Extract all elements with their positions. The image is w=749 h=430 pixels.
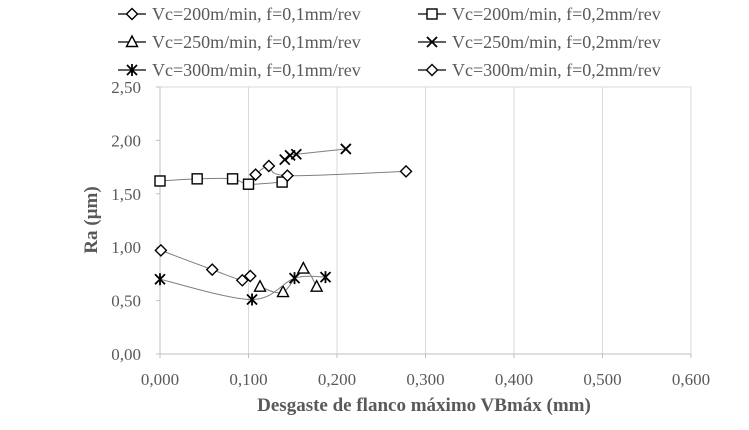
legend-label: Vc=250m/min, f=0,1mm/rev	[152, 32, 361, 52]
chart-series	[154, 143, 413, 306]
x-tick-label: 0,400	[495, 370, 533, 389]
legend-label: Vc=250m/min, f=0,2mm/rev	[452, 32, 661, 52]
data-point	[154, 175, 166, 187]
legend-item: Vc=250m/min, f=0,1mm/rev	[118, 32, 361, 52]
data-point	[242, 178, 255, 190]
data-point	[253, 279, 267, 292]
x-tick-label: 0,500	[583, 370, 621, 389]
data-point	[309, 279, 324, 292]
y-axis-label: Ra (µm)	[81, 186, 102, 253]
y-tick-label: 2,50	[111, 78, 141, 97]
legend-marker	[426, 36, 438, 48]
x-tick-label: 0,000	[141, 370, 179, 389]
chart-axes: 0,00 0,50 1,00 1,50 2,00 2,50 0,000 0,100 0,200 0…	[111, 78, 710, 389]
legend-item: Vc=250m/min, f=0,2mm/rev	[418, 32, 661, 52]
legend-item: Vc=300m/min, f=0,1mm/rev	[118, 60, 361, 80]
data-point	[288, 272, 301, 285]
series-line	[160, 249, 251, 281]
data-point	[226, 173, 239, 185]
chart-legend: Vc=200m/min, f=0,1mm/rev Vc=200m/min, f=0…	[118, 4, 661, 80]
legend-item: Vc=200m/min, f=0,1mm/rev	[118, 4, 361, 24]
y-tick-label: 0,00	[111, 345, 141, 364]
series-1	[154, 243, 257, 287]
legend-label: Vc=300m/min, f=0,1mm/rev	[152, 60, 361, 80]
data-point	[262, 159, 276, 173]
legend-label: Vc=300m/min, f=0,2mm/rev	[452, 60, 661, 80]
y-tick-label: 2,00	[111, 131, 141, 150]
legend-marker	[426, 8, 438, 20]
legend-item: Vc=300m/min, f=0,2mm/rev	[418, 60, 661, 80]
data-point	[296, 261, 311, 274]
data-point	[205, 263, 219, 277]
y-tick-label: 0,50	[111, 292, 141, 311]
y-tick-label: 1,00	[111, 238, 141, 257]
series-line	[255, 165, 407, 177]
data-point	[154, 243, 168, 257]
data-point	[319, 271, 332, 284]
data-point	[154, 273, 166, 286]
legend-item: Vc=200m/min, f=0,2mm/rev	[418, 4, 661, 24]
legend-marker	[425, 63, 439, 77]
legend-marker	[125, 7, 139, 21]
x-tick-label: 0,600	[672, 370, 710, 389]
data-point	[235, 273, 249, 287]
data-point	[340, 143, 352, 155]
data-point	[276, 284, 290, 298]
legend-label: Vc=200m/min, f=0,1mm/rev	[152, 4, 361, 24]
chart-grid	[160, 86, 692, 354]
series-line	[159, 177, 283, 185]
data-point	[399, 164, 413, 178]
data-point	[243, 269, 257, 283]
data-point	[276, 176, 288, 188]
series-2	[154, 173, 288, 190]
legend-marker	[125, 34, 139, 48]
data-point	[280, 169, 294, 183]
series-6	[249, 159, 413, 183]
y-tick-label: 1,50	[111, 185, 141, 204]
data-point	[191, 173, 203, 185]
data-point	[246, 293, 258, 306]
series-4	[279, 143, 352, 166]
legend-label: Vc=200m/min, f=0,2mm/rev	[452, 4, 661, 24]
legend-marker	[126, 64, 138, 76]
series-3	[253, 261, 324, 298]
x-axis-label: Desgaste de flanco máximo VBmáx (mm)	[257, 395, 591, 416]
x-tick-label: 0,100	[229, 370, 267, 389]
data-point	[249, 168, 263, 182]
x-tick-label: 0,200	[318, 370, 356, 389]
series-5	[154, 271, 332, 306]
series-line	[159, 275, 326, 301]
data-point	[290, 148, 302, 160]
x-tick-label: 0,300	[406, 370, 444, 389]
